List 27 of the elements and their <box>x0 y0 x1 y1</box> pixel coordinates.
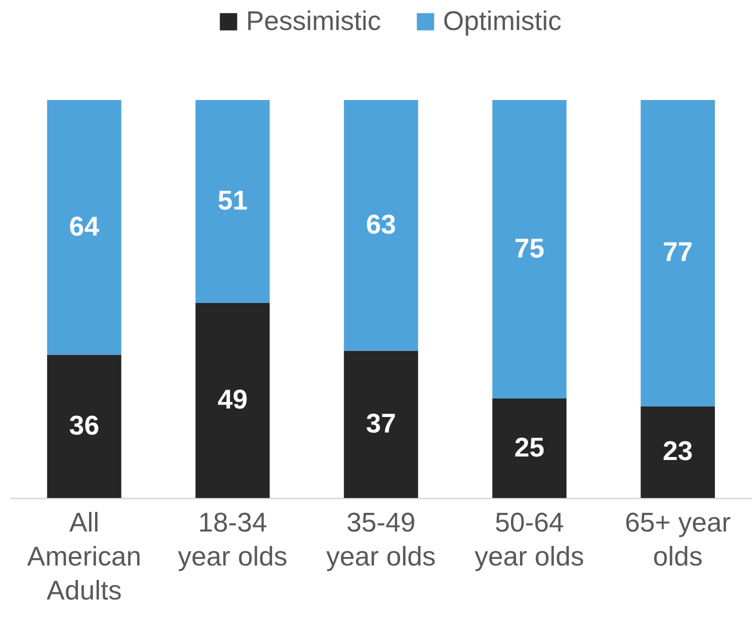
x-tick-label: 18-34 year olds <box>178 508 288 572</box>
bar <box>492 100 566 398</box>
data-label: 51 <box>218 185 248 216</box>
x-tick-label: 35-49 year olds <box>326 508 436 572</box>
bar <box>47 100 122 355</box>
bar <box>640 406 715 498</box>
data-label: 25 <box>514 432 544 462</box>
data-label: 75 <box>514 233 544 264</box>
data-label: 77 <box>662 237 693 268</box>
data-label: 23 <box>662 436 693 466</box>
x-tick-label: All American Adults <box>27 508 142 606</box>
data-label: 36 <box>69 410 100 440</box>
x-tick-label: 65+ year olds <box>624 508 731 572</box>
bar <box>344 350 418 498</box>
data-label: 63 <box>366 209 396 240</box>
bar <box>47 354 122 498</box>
data-label: 64 <box>69 211 100 242</box>
data-label: 37 <box>366 408 396 438</box>
data-label: 49 <box>218 384 248 414</box>
bar <box>196 100 270 303</box>
bar <box>344 100 418 351</box>
x-tick-label: 50-64 year olds <box>474 508 584 572</box>
bar <box>492 398 566 498</box>
legend-label: Optimistic <box>443 6 562 36</box>
legend-label: Pessimistic <box>246 6 382 36</box>
bar <box>196 302 270 498</box>
bar <box>640 100 715 406</box>
